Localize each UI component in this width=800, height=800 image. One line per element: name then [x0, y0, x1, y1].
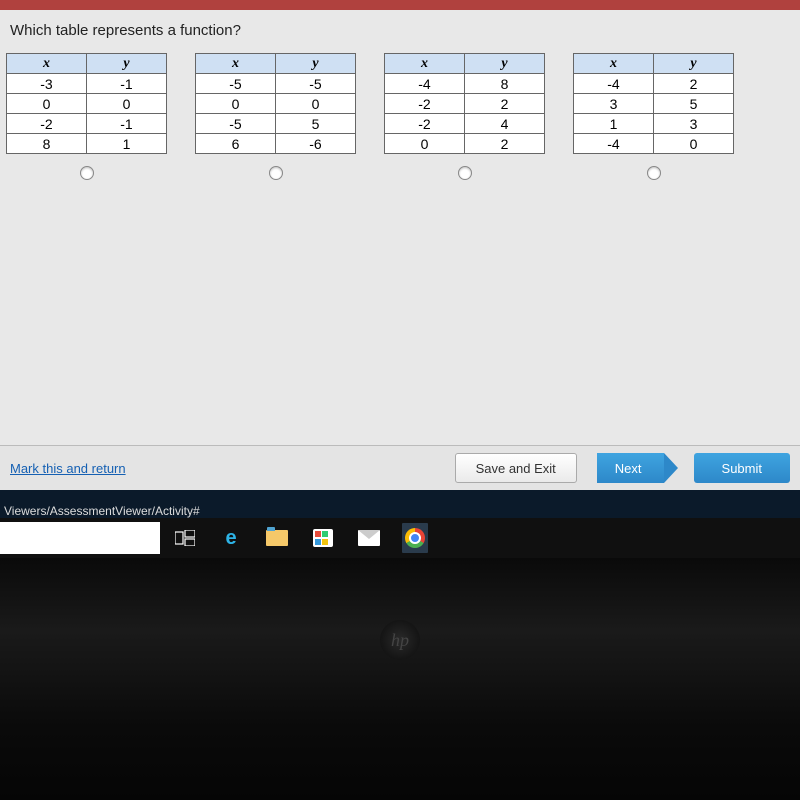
- col-y-header: y: [276, 54, 356, 74]
- laptop-bezel: [0, 558, 800, 800]
- table-row: -42: [574, 74, 734, 94]
- table-row: 00: [7, 94, 167, 114]
- task-view-icon[interactable]: [172, 525, 198, 551]
- options-row: xy -3-1 00 -2-1 81 xy -5-5 00 -55 6-6: [0, 53, 800, 180]
- table-row: 6-6: [196, 134, 356, 154]
- option-2: xy -5-5 00 -55 6-6: [195, 53, 356, 180]
- next-button[interactable]: Next: [597, 453, 664, 483]
- quiz-top-accent: [0, 0, 800, 10]
- chrome-icon[interactable]: [402, 525, 428, 551]
- table-row: -55: [196, 114, 356, 134]
- option-3: xy -48 -22 -24 02: [384, 53, 545, 180]
- option-1-radio[interactable]: [80, 166, 94, 180]
- option-2-radio[interactable]: [269, 166, 283, 180]
- option-1: xy -3-1 00 -2-1 81: [6, 53, 167, 180]
- save-exit-button[interactable]: Save and Exit: [455, 453, 577, 483]
- table-row: -2-1: [7, 114, 167, 134]
- table-row: -22: [385, 94, 545, 114]
- col-y-header: y: [654, 54, 734, 74]
- table-row: -48: [385, 74, 545, 94]
- option-4: xy -42 35 13 -40: [573, 53, 734, 180]
- option-1-table: xy -3-1 00 -2-1 81: [6, 53, 167, 154]
- edge-browser-icon[interactable]: e: [218, 525, 244, 551]
- question-text: Which table represents a function?: [0, 10, 800, 53]
- option-3-table: xy -48 -22 -24 02: [384, 53, 545, 154]
- table-row: -40: [574, 134, 734, 154]
- option-4-radio[interactable]: [647, 166, 661, 180]
- option-4-table: xy -42 35 13 -40: [573, 53, 734, 154]
- table-row: 02: [385, 134, 545, 154]
- screen-area: Which table represents a function? xy -3…: [0, 0, 800, 558]
- microsoft-store-icon[interactable]: [310, 525, 336, 551]
- quiz-footer: Mark this and return Save and Exit Next …: [0, 445, 800, 490]
- mail-icon[interactable]: [356, 525, 382, 551]
- col-x-header: x: [574, 54, 654, 74]
- table-row: -24: [385, 114, 545, 134]
- option-3-radio[interactable]: [458, 166, 472, 180]
- file-explorer-icon[interactable]: [264, 525, 290, 551]
- table-row: -5-5: [196, 74, 356, 94]
- taskbar-search-input[interactable]: [0, 522, 160, 554]
- col-y-header: y: [87, 54, 167, 74]
- mark-return-link[interactable]: Mark this and return: [10, 461, 126, 476]
- table-row: 13: [574, 114, 734, 134]
- option-2-table: xy -5-5 00 -55 6-6: [195, 53, 356, 154]
- table-row: -3-1: [7, 74, 167, 94]
- table-row: 81: [7, 134, 167, 154]
- table-row: 00: [196, 94, 356, 114]
- windows-taskbar: e: [0, 518, 800, 558]
- col-x-header: x: [7, 54, 87, 74]
- submit-button[interactable]: Submit: [694, 453, 790, 483]
- col-x-header: x: [385, 54, 465, 74]
- table-row: 35: [574, 94, 734, 114]
- col-x-header: x: [196, 54, 276, 74]
- hp-logo-icon: hp: [380, 620, 420, 660]
- taskbar-icons: e: [172, 525, 428, 551]
- col-y-header: y: [465, 54, 545, 74]
- quiz-panel: Which table represents a function? xy -3…: [0, 0, 800, 490]
